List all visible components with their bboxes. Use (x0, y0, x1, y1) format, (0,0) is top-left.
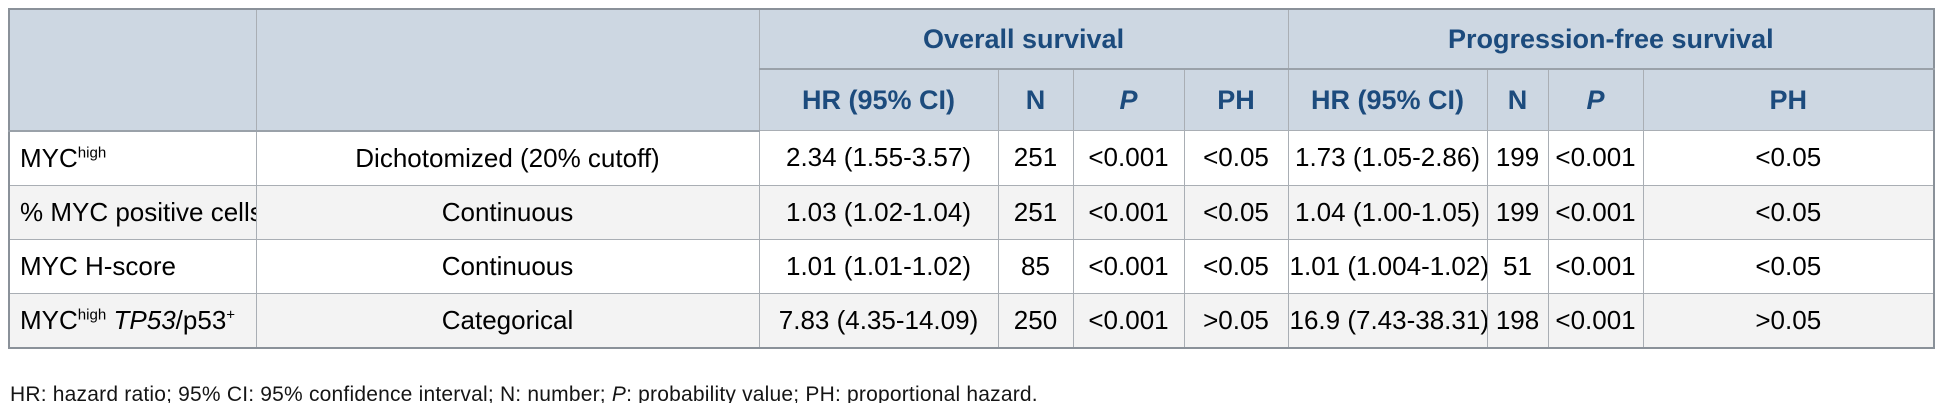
marker-base-text: MYC (20, 142, 78, 173)
group-header-row: Overall survival Progression-free surviv… (8, 8, 1935, 132)
os-hr-cell: 1.03 (1.02-1.04) (758, 184, 999, 240)
os-ph-cell: <0.05 (1183, 130, 1289, 186)
os-n-cell: 250 (997, 292, 1074, 348)
variable-type-cell: Categorical (255, 292, 760, 348)
marker-gene-italic-text: TP53 (106, 304, 176, 335)
os-ph-cell: >0.05 (1183, 292, 1289, 348)
os-p-header: P (1072, 68, 1185, 131)
marker-plus-superscript: + (226, 305, 236, 323)
table-row-myc-high: MYChigh Dichotomized (20% cutoff) 2.34 (… (8, 130, 1935, 186)
os-p-cell: <0.001 (1072, 292, 1185, 348)
os-p-cell: <0.001 (1072, 238, 1185, 294)
marker-superscript: high (77, 143, 107, 161)
corner-cell-marker (8, 8, 257, 132)
table-row-myc-h-score: MYC H-score Continuous 1.01 (1.01-1.02) … (8, 238, 1935, 294)
variable-type-cell: Continuous (255, 238, 760, 294)
table-header: Overall survival Progression-free surviv… (8, 8, 1935, 132)
table-row-myc-high-tp53: MYChigh TP53/p53+ Categorical 7.83 (4.35… (8, 292, 1935, 348)
marker-label: MYC H-score (8, 238, 257, 294)
marker-base-text: MYC (20, 304, 78, 335)
pfs-n-header: N (1486, 68, 1549, 131)
pfs-hr-cell: 16.9 (7.43-38.31) (1287, 292, 1488, 348)
marker-label: % MYC positive cells (8, 184, 257, 240)
footnote-p-italic: P (611, 383, 627, 403)
footnote-text-pre: HR: hazard ratio; 95% CI: 95% confidence… (10, 383, 612, 403)
pfs-hr-cell: 1.73 (1.05-2.86) (1287, 130, 1488, 186)
pfs-ph-cell: <0.05 (1642, 238, 1935, 294)
sub-header-row: HR (95% CI) N P PH HR (95% CI) N P PH (9, 68, 1935, 131)
variable-type-cell: Dichotomized (20% cutoff) (255, 130, 760, 186)
os-ph-header: PH (1183, 68, 1289, 131)
os-n-cell: 251 (997, 184, 1074, 240)
marker-rest-text: /p53 (175, 304, 227, 335)
pfs-ph-header: PH (1642, 68, 1935, 131)
os-n-cell: 251 (997, 130, 1074, 186)
pfs-ph-cell: <0.05 (1642, 184, 1935, 240)
pfs-p-cell: <0.001 (1547, 238, 1644, 294)
os-p-cell: <0.001 (1072, 184, 1185, 240)
table-body: MYChigh Dichotomized (20% cutoff) 2.34 (… (8, 130, 1935, 348)
survival-statistics-table: Overall survival Progression-free surviv… (8, 8, 1936, 349)
os-ph-cell: <0.05 (1183, 184, 1289, 240)
corner-cell-variable-type (255, 8, 760, 132)
os-p-cell: <0.001 (1072, 130, 1185, 186)
marker-superscript: high (77, 305, 107, 323)
os-hr-cell: 7.83 (4.35-14.09) (758, 292, 999, 348)
os-hr-cell: 2.34 (1.55-3.57) (758, 130, 999, 186)
pfs-p-cell: <0.001 (1547, 292, 1644, 348)
table-row-pct-myc-positive: % MYC positive cells Continuous 1.03 (1.… (8, 184, 1935, 240)
os-hr-header: HR (95% CI) (758, 68, 999, 131)
pfs-p-cell: <0.001 (1547, 184, 1644, 240)
os-n-header: N (997, 68, 1074, 131)
pfs-hr-header: HR (95% CI) (1287, 68, 1488, 131)
marker-label: MYChigh TP53/p53+ (8, 292, 257, 348)
pfs-n-cell: 199 (1486, 130, 1549, 186)
pfs-ph-cell: <0.05 (1642, 130, 1935, 186)
variable-type-cell: Continuous (255, 184, 760, 240)
os-n-cell: 85 (997, 238, 1074, 294)
pfs-ph-cell: >0.05 (1642, 292, 1935, 348)
pfs-n-cell: 198 (1486, 292, 1549, 348)
pfs-p-cell: <0.001 (1547, 130, 1644, 186)
marker-base-text: % MYC positive cells (20, 196, 256, 227)
marker-base-text: MYC H-score (20, 250, 177, 281)
os-ph-cell: <0.05 (1183, 238, 1289, 294)
pfs-p-header: P (1547, 68, 1644, 131)
pfs-hr-cell: 1.01 (1.004-1.02) (1287, 238, 1488, 294)
pfs-n-cell: 199 (1486, 184, 1549, 240)
pfs-hr-cell: 1.04 (1.00-1.05) (1287, 184, 1488, 240)
abbreviations-footnote: HR: hazard ratio; 95% CI: 95% confidence… (10, 383, 1038, 403)
marker-label: MYChigh (8, 130, 257, 186)
footnote-text-post: : probability value; PH: proportional ha… (626, 383, 1038, 403)
os-hr-cell: 1.01 (1.01-1.02) (758, 238, 999, 294)
group-header-progression-free-survival: Progression-free survival (1287, 8, 1935, 70)
pfs-n-cell: 51 (1486, 238, 1549, 294)
group-header-overall-survival: Overall survival (758, 8, 1289, 70)
